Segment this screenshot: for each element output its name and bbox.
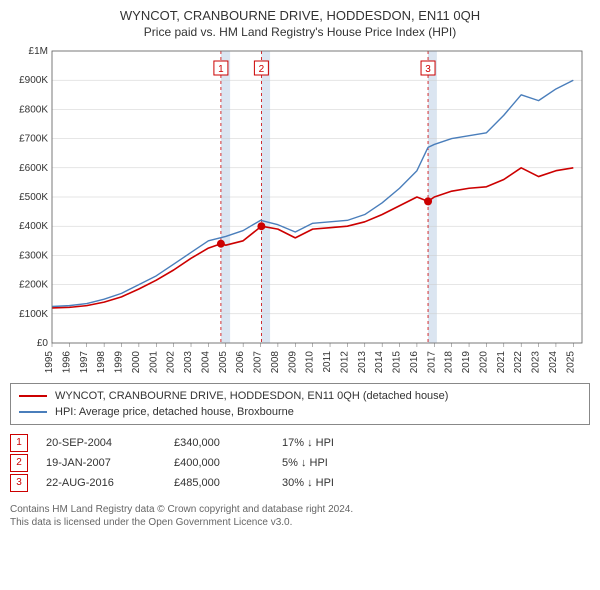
svg-text:2005: 2005: [218, 351, 229, 374]
event-price: £400,000: [174, 453, 264, 473]
svg-text:£300K: £300K: [19, 250, 48, 261]
svg-text:2: 2: [259, 64, 265, 75]
footer: Contains HM Land Registry data © Crown c…: [10, 503, 590, 529]
svg-text:2023: 2023: [531, 351, 542, 374]
event-date: 22-AUG-2016: [46, 473, 156, 493]
svg-text:£1M: £1M: [29, 46, 48, 57]
event-price: £340,000: [174, 433, 264, 453]
event-price: £485,000: [174, 473, 264, 493]
svg-text:1995: 1995: [44, 351, 55, 374]
chart-subtitle: Price paid vs. HM Land Registry's House …: [10, 25, 590, 39]
line-chart: £0 £100K £200K £300K £400K £500K £600K £700K £80…: [10, 45, 590, 375]
svg-text:1997: 1997: [79, 351, 90, 374]
svg-text:2022: 2022: [513, 351, 524, 374]
chart-area: £0 £100K £200K £300K £400K £500K £600K £700K £80…: [10, 45, 590, 375]
svg-text:£0: £0: [37, 338, 49, 349]
legend-item: HPI: Average price, detached house, Brox…: [19, 404, 581, 420]
event-table: 1 20-SEP-2004 £340,000 17% ↓ HPI 2 19-JAN-200…: [10, 433, 590, 493]
svg-text:2002: 2002: [166, 351, 177, 374]
legend-label: WYNCOT, CRANBOURNE DRIVE, HODDESDON, EN1…: [55, 388, 448, 404]
event-date: 20-SEP-2004: [46, 433, 156, 453]
svg-text:2024: 2024: [548, 351, 559, 374]
svg-text:2011: 2011: [322, 351, 333, 373]
svg-text:2006: 2006: [235, 351, 246, 374]
event-delta: 5% ↓ HPI: [282, 453, 328, 473]
svg-text:2015: 2015: [392, 351, 403, 374]
svg-text:2004: 2004: [200, 351, 211, 374]
svg-text:2017: 2017: [426, 351, 437, 374]
event-row: 2 19-JAN-2007 £400,000 5% ↓ HPI: [10, 453, 590, 473]
svg-text:£100K: £100K: [19, 309, 48, 320]
svg-text:2013: 2013: [357, 351, 368, 374]
event-badge: 2: [10, 454, 28, 472]
svg-text:2021: 2021: [496, 351, 507, 374]
svg-text:£200K: £200K: [19, 280, 48, 291]
event-row: 3 22-AUG-2016 £485,000 30% ↓ HPI: [10, 473, 590, 493]
legend-swatch: [19, 395, 47, 397]
svg-text:2012: 2012: [339, 351, 350, 374]
svg-text:2018: 2018: [444, 351, 455, 374]
legend-item: WYNCOT, CRANBOURNE DRIVE, HODDESDON, EN1…: [19, 388, 581, 404]
footer-line-2: This data is licensed under the Open Gov…: [10, 516, 590, 529]
chart-title: WYNCOT, CRANBOURNE DRIVE, HODDESDON, EN1…: [10, 8, 590, 23]
svg-text:2001: 2001: [148, 351, 159, 374]
event-badge: 1: [10, 434, 28, 452]
svg-text:2009: 2009: [287, 351, 298, 374]
event-badge: 3: [10, 474, 28, 492]
svg-text:3: 3: [425, 64, 431, 75]
svg-text:2025: 2025: [565, 351, 576, 374]
svg-text:2010: 2010: [305, 351, 316, 374]
svg-text:2014: 2014: [374, 351, 385, 374]
legend-swatch: [19, 411, 47, 413]
svg-text:2003: 2003: [183, 351, 194, 374]
svg-text:£500K: £500K: [19, 192, 48, 203]
svg-text:2007: 2007: [253, 351, 264, 374]
svg-text:£700K: £700K: [19, 134, 48, 145]
svg-text:2016: 2016: [409, 351, 420, 374]
event-delta: 30% ↓ HPI: [282, 473, 334, 493]
event-date: 19-JAN-2007: [46, 453, 156, 473]
svg-text:£600K: £600K: [19, 163, 48, 174]
svg-text:1998: 1998: [96, 351, 107, 374]
event-row: 1 20-SEP-2004 £340,000 17% ↓ HPI: [10, 433, 590, 453]
svg-text:2008: 2008: [270, 351, 281, 374]
svg-text:2019: 2019: [461, 351, 472, 374]
svg-text:£800K: £800K: [19, 104, 48, 115]
svg-text:1996: 1996: [61, 351, 72, 374]
footer-line-1: Contains HM Land Registry data © Crown c…: [10, 503, 590, 516]
svg-text:£400K: £400K: [19, 221, 48, 232]
event-delta: 17% ↓ HPI: [282, 433, 334, 453]
legend: WYNCOT, CRANBOURNE DRIVE, HODDESDON, EN1…: [10, 383, 590, 425]
svg-text:2000: 2000: [131, 351, 142, 374]
svg-text:2020: 2020: [478, 351, 489, 374]
legend-label: HPI: Average price, detached house, Brox…: [55, 404, 294, 420]
svg-text:£900K: £900K: [19, 75, 48, 86]
svg-text:1: 1: [218, 64, 224, 75]
svg-text:1999: 1999: [114, 351, 125, 374]
